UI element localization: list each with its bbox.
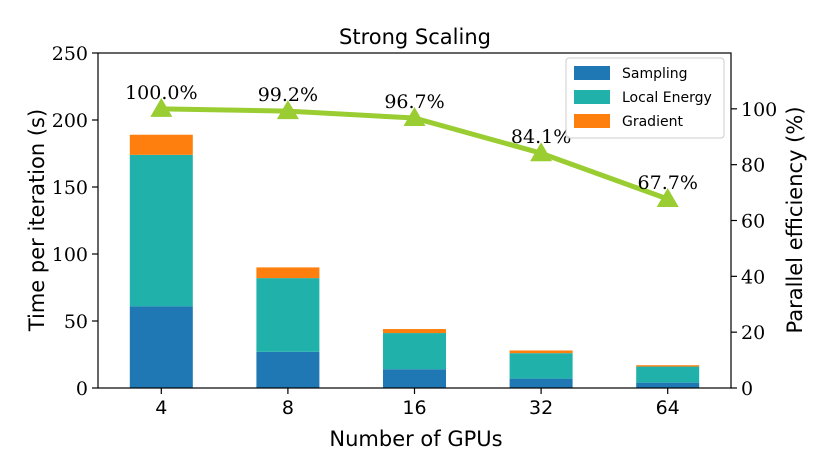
bar-gradient-16 — [383, 329, 446, 334]
y2-tick-label-60: 60 — [741, 211, 765, 233]
y-tick-label-150: 150 — [52, 177, 88, 199]
efficiency-marker-4 — [150, 97, 173, 117]
y-tick-label-50: 50 — [64, 311, 88, 333]
bar-sampling-64 — [636, 382, 700, 388]
x-axis-label: Number of GPUs — [329, 427, 502, 451]
y2-axis-label: Parallel efficiency (%) — [783, 106, 807, 333]
efficiency-label-16: 96.7% — [384, 91, 444, 113]
y-tick-label-100: 100 — [52, 244, 88, 266]
bar-local-energy-64 — [636, 366, 700, 383]
y-tick-label-200: 200 — [52, 110, 88, 132]
efficiency-label-4: 100.0% — [125, 82, 197, 104]
bar-sampling-16 — [383, 369, 446, 388]
bar-sampling-4 — [129, 306, 193, 388]
bar-local-energy-16 — [383, 333, 446, 370]
x-tick-label-64: 64 — [656, 397, 680, 419]
efficiency-marker-32 — [530, 142, 553, 162]
efficiency-label-64: 67.7% — [638, 172, 698, 194]
x-tick-label-8: 8 — [282, 397, 294, 419]
efficiency-marker-16 — [403, 107, 426, 127]
legend: Sampling Local Energy Gradient — [565, 57, 725, 139]
bar-gradient-64 — [636, 365, 700, 367]
efficiency-label-8: 99.2% — [258, 84, 318, 106]
efficiency-marker-64 — [656, 188, 679, 208]
efficiency-marker-8 — [276, 100, 299, 120]
x-tick-label-32: 32 — [529, 397, 553, 419]
legend-swatch-gradient — [574, 114, 610, 128]
chart-title: Strong Scaling — [339, 25, 491, 49]
legend-swatch-local-energy — [574, 90, 610, 104]
y2-tick-label-40: 40 — [741, 266, 765, 288]
plot-area: 100.0% 99.2% 96.7%84.1%67.7%05010015020025… — [52, 43, 778, 419]
y-axis-label: Time per iteration (s) — [25, 109, 49, 332]
bar-sampling-8 — [256, 351, 320, 388]
legend-label-sampling: Sampling — [622, 66, 688, 82]
legend-label-local-energy: Local Energy — [622, 90, 712, 106]
x-tick-label-4: 4 — [155, 397, 167, 419]
y-tick-label-250: 250 — [52, 43, 88, 65]
efficiency-label-32: 84.1% — [511, 126, 571, 148]
bar-gradient-32 — [509, 350, 573, 354]
bar-local-energy-32 — [509, 353, 573, 379]
legend-swatch-sampling — [574, 66, 610, 80]
y2-tick-label-0: 0 — [741, 378, 753, 400]
bar-local-energy-4 — [129, 154, 193, 307]
x-tick-label-16: 16 — [402, 397, 426, 419]
y2-tick-label-20: 20 — [741, 322, 765, 344]
y2-tick-label-80: 80 — [741, 155, 765, 177]
bar-sampling-32 — [509, 378, 573, 388]
bar-local-energy-8 — [256, 278, 320, 352]
y2-tick-label-100: 100 — [741, 99, 777, 121]
y-tick-label-0: 0 — [76, 378, 88, 400]
bar-gradient-8 — [256, 267, 320, 279]
bar-gradient-4 — [129, 134, 193, 155]
legend-label-gradient: Gradient — [622, 114, 683, 130]
